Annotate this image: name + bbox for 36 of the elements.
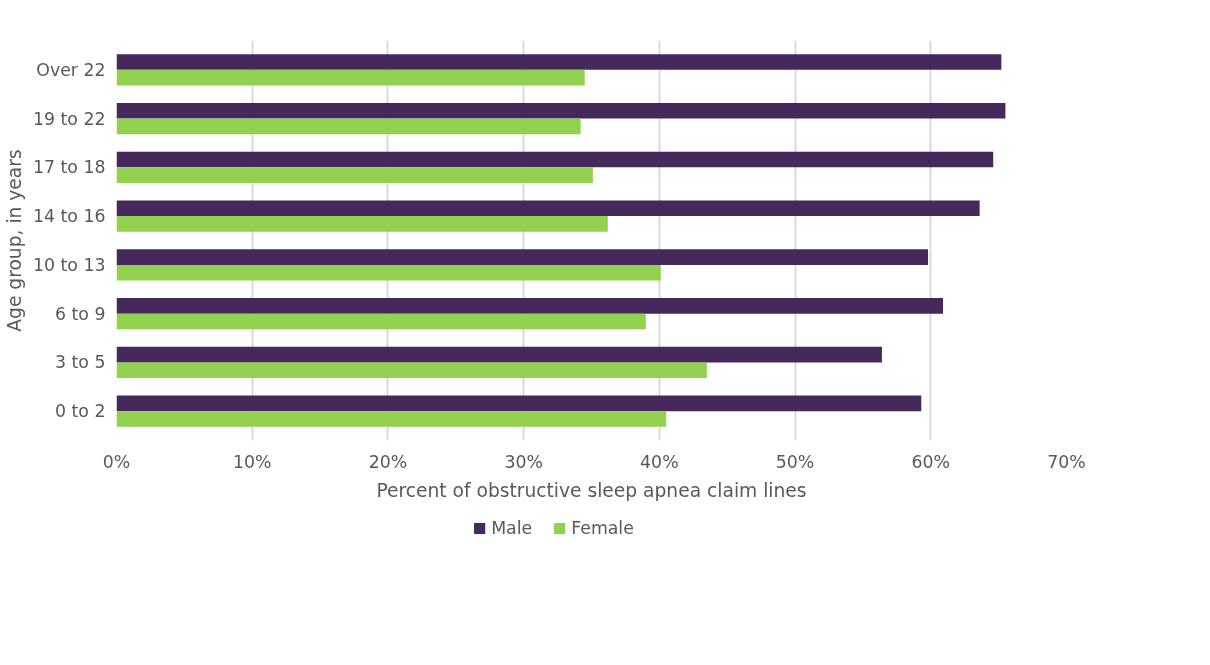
bar bbox=[116, 69, 585, 86]
bar bbox=[116, 346, 882, 363]
x-axis-title: Percent of obstructive sleep apnea claim lines bbox=[376, 479, 807, 501]
x-tick-label: 10% bbox=[232, 451, 272, 472]
y-tick-label: 6 to 9 bbox=[55, 303, 106, 324]
bar bbox=[116, 118, 581, 135]
y-tick-label: 14 to 16 bbox=[32, 206, 106, 227]
y-tick-label: 17 to 18 bbox=[32, 157, 106, 178]
bar bbox=[116, 298, 943, 314]
x-tick-label: 30% bbox=[504, 451, 543, 472]
x-tick-label: 20% bbox=[368, 451, 408, 472]
y-tick-label: 0 to 2 bbox=[55, 401, 106, 422]
bar bbox=[116, 249, 929, 265]
bar bbox=[116, 102, 1006, 119]
bar bbox=[116, 200, 980, 217]
legend-label: Male bbox=[491, 518, 533, 538]
bar bbox=[116, 54, 1002, 70]
y-tick-label: 3 to 5 bbox=[55, 352, 106, 373]
bar bbox=[116, 216, 608, 232]
x-tick-label: 50% bbox=[775, 451, 815, 472]
y-axis-title: Age group, in years bbox=[3, 149, 25, 332]
x-tick-label: 60% bbox=[911, 451, 951, 472]
legend-label: Female bbox=[571, 518, 634, 538]
bar bbox=[116, 395, 922, 412]
y-tick-label: Over 22 bbox=[36, 59, 106, 80]
bar bbox=[116, 264, 661, 281]
bar bbox=[116, 411, 667, 427]
y-tick-label: 19 to 22 bbox=[32, 108, 106, 129]
bar bbox=[116, 362, 707, 379]
bar bbox=[116, 167, 593, 183]
bar bbox=[116, 313, 646, 330]
x-tick-label: 40% bbox=[640, 451, 679, 472]
x-tick-label: 70% bbox=[1047, 451, 1086, 472]
x-tick-label: 0% bbox=[102, 451, 131, 472]
y-tick-label: 10 to 13 bbox=[32, 254, 106, 275]
bar bbox=[116, 151, 994, 168]
